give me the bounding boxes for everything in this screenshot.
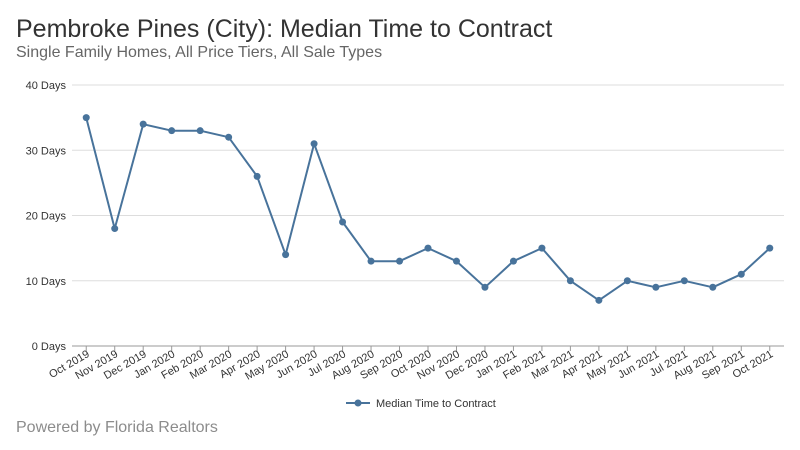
data-point <box>82 114 90 122</box>
y-tick-label: 10 Days <box>26 276 67 288</box>
data-point <box>253 172 261 180</box>
data-point <box>424 244 432 252</box>
data-point <box>168 127 176 135</box>
data-point <box>680 277 688 285</box>
data-point <box>396 257 404 265</box>
data-point <box>595 296 603 304</box>
data-point <box>623 277 631 285</box>
chart-title: Pembroke Pines (City): Median Time to Co… <box>16 15 553 43</box>
data-point <box>766 244 774 252</box>
series-line <box>85 117 771 302</box>
data-point <box>310 140 318 148</box>
data-point <box>509 257 517 265</box>
data-point <box>225 133 233 141</box>
data-point <box>538 244 546 252</box>
y-tick-label: 40 Days <box>26 80 67 92</box>
data-point <box>652 283 660 291</box>
chart-subtitle: Single Family Homes, All Price Tiers, Al… <box>16 44 383 61</box>
data-point <box>196 127 204 135</box>
y-tick-label: 30 Days <box>26 145 67 157</box>
data-point <box>452 257 460 265</box>
data-point <box>111 225 119 233</box>
data-point <box>481 283 489 291</box>
legend-marker <box>354 399 362 407</box>
data-point <box>282 251 290 259</box>
data-point <box>566 277 574 285</box>
y-tick-label: 20 Days <box>26 211 67 223</box>
y-tick-label: 0 Days <box>32 341 67 353</box>
data-point <box>367 257 375 265</box>
data-point <box>737 270 745 278</box>
data-point <box>339 218 347 226</box>
footer-credit: Powered by Florida Realtors <box>16 419 218 436</box>
legend-label: Median Time to Contract <box>376 398 496 410</box>
data-point <box>139 120 147 128</box>
data-point <box>709 283 717 291</box>
